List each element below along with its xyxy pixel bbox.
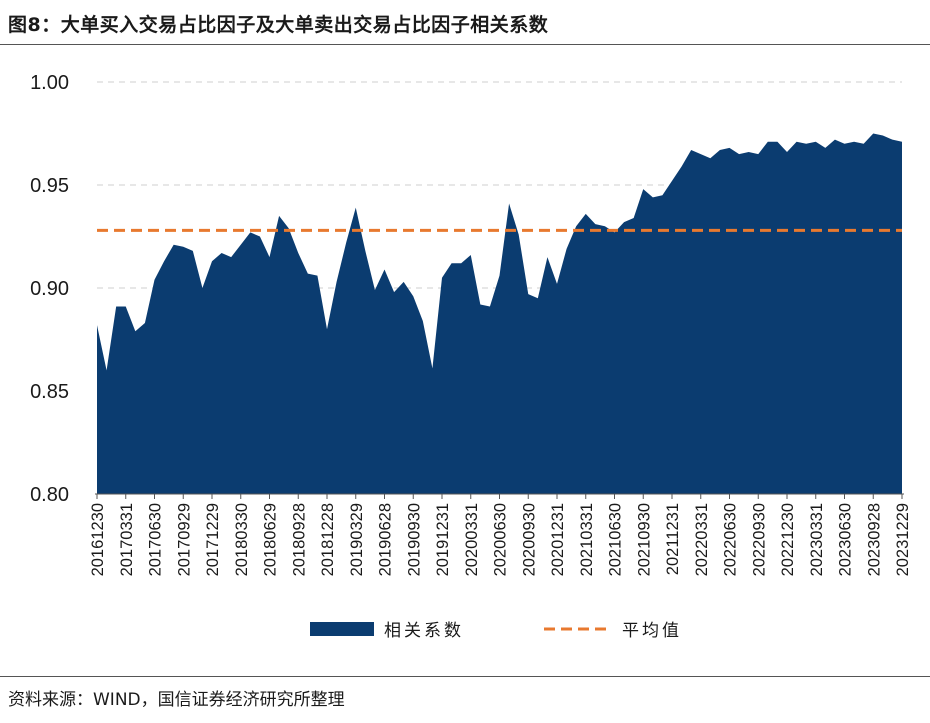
y-tick-label: 0.80 — [30, 484, 69, 506]
x-tick-label: 20220331 — [693, 503, 711, 576]
legend-area-swatch — [310, 622, 374, 636]
x-tick-label: 20171229 — [204, 503, 222, 576]
x-tick-label: 20180928 — [290, 503, 308, 576]
x-tick-label: 20230630 — [837, 503, 855, 576]
footer-divider — [0, 676, 930, 677]
chart-title: 图8：大单买入交易占比因子及大单卖出交易占比因子相关系数 — [8, 14, 549, 36]
x-tick-label: 20200630 — [492, 503, 510, 576]
x-tick-labels: 20161230 20170331 20170630 20170929 20171229… — [89, 494, 912, 576]
source-note: 资料来源：WIND，国信证券经济研究所整理 — [8, 690, 345, 710]
x-tick-label: 20210331 — [578, 503, 596, 576]
x-tick-label: 20220630 — [722, 503, 740, 576]
correlation-area — [97, 133, 902, 494]
x-tick-label: 20190930 — [405, 503, 423, 576]
title-divider — [0, 44, 930, 45]
x-tick-label: 20170929 — [175, 503, 193, 576]
x-tick-label: 20180629 — [262, 503, 280, 576]
y-tick-labels: 0.80 0.85 0.90 0.95 1.00 — [30, 72, 69, 506]
x-tick-label: 20230331 — [808, 503, 826, 576]
legend-mean-label: 平均值 — [622, 621, 682, 641]
x-tick-label: 20230928 — [865, 503, 883, 576]
legend-area-label: 相关系数 — [384, 621, 464, 641]
x-tick-label: 20210630 — [607, 503, 625, 576]
x-tick-label: 20231229 — [894, 503, 912, 576]
x-tick-label: 20211231 — [664, 503, 682, 575]
x-tick-label: 20181228 — [319, 503, 337, 576]
y-tick-label: 0.95 — [30, 175, 69, 197]
x-tick-label: 20180330 — [233, 503, 251, 576]
y-tick-label: 0.85 — [30, 381, 69, 403]
x-tick-label: 20200930 — [520, 503, 538, 576]
x-tick-label: 20221230 — [779, 503, 797, 576]
x-tick-label: 20201231 — [549, 503, 567, 576]
x-tick-label: 20170630 — [147, 503, 165, 576]
x-tick-label: 20161230 — [89, 503, 107, 576]
y-tick-label: 0.90 — [30, 278, 69, 300]
x-tick-label: 20190628 — [377, 503, 395, 576]
y-tick-label: 1.00 — [30, 72, 69, 94]
x-tick-label: 20210930 — [635, 503, 653, 576]
x-tick-label: 20170331 — [118, 503, 136, 576]
x-tick-label: 20191231 — [434, 503, 452, 576]
legend: 相关系数 平均值 — [310, 621, 682, 641]
x-tick-label: 20220930 — [750, 503, 768, 576]
x-tick-label: 20200331 — [463, 503, 481, 576]
x-tick-label: 20190329 — [348, 503, 366, 576]
